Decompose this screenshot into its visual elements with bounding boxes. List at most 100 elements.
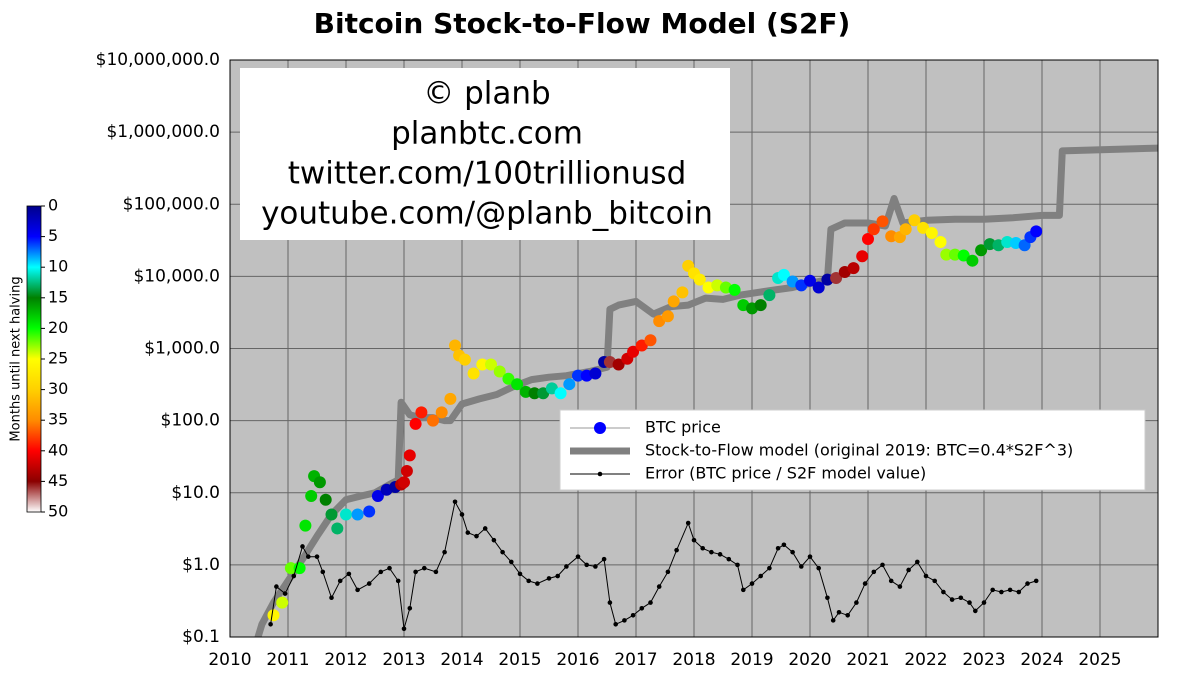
btc-price-dot bbox=[754, 299, 767, 312]
btc-price-dot bbox=[299, 519, 312, 532]
error-dot bbox=[337, 578, 343, 584]
colorbar-tick-label: 30 bbox=[48, 379, 68, 398]
chart-title: Bitcoin Stock-to-Flow Model (S2F) bbox=[314, 7, 851, 40]
error-dot bbox=[880, 562, 885, 568]
btc-price-dot bbox=[804, 274, 816, 287]
error-dot bbox=[509, 559, 514, 565]
error-dot bbox=[845, 612, 850, 618]
error-dot bbox=[306, 554, 311, 559]
error-dot bbox=[442, 549, 447, 555]
error-dot bbox=[346, 571, 352, 577]
btc-price-dot bbox=[934, 235, 947, 248]
tick-labels: $0.1 $1.0 $10.0 $100.0 $1,000.0 $10,000.0 $100… bbox=[96, 50, 1122, 670]
error-dot bbox=[387, 565, 392, 571]
error-dot bbox=[407, 605, 413, 611]
colorbar-tick-label: 40 bbox=[48, 440, 68, 459]
error-dot bbox=[465, 530, 471, 535]
btc-price-dot bbox=[371, 490, 384, 503]
btc-price-dot bbox=[957, 249, 970, 262]
colorbar-tick-label: 5 bbox=[48, 226, 58, 245]
error-dot bbox=[564, 564, 569, 569]
error-dot bbox=[726, 556, 732, 562]
error-dot bbox=[949, 597, 955, 602]
x-tick-label: 2015 bbox=[498, 650, 541, 670]
error-dot bbox=[897, 584, 903, 589]
btc-price-dot bbox=[363, 505, 376, 518]
btc-price-dot bbox=[467, 367, 480, 380]
error-dot bbox=[482, 526, 488, 531]
colorbar-tick-label: 10 bbox=[48, 257, 68, 276]
error-dot bbox=[790, 549, 795, 555]
error-dot bbox=[329, 595, 334, 601]
annotation-line: © planb bbox=[423, 76, 550, 112]
btc-price-dot bbox=[572, 369, 584, 382]
error-dot bbox=[401, 626, 407, 632]
error-dot bbox=[1025, 581, 1030, 586]
btc-price-dot bbox=[856, 250, 869, 263]
annotation-box bbox=[240, 68, 730, 240]
btc-price-dot bbox=[476, 358, 489, 371]
btc-price-dot bbox=[331, 522, 344, 535]
plot-frame bbox=[229, 59, 1159, 638]
error-dot bbox=[958, 595, 964, 601]
btc-price-dot bbox=[667, 295, 680, 308]
y-tick-label: $1,000,000.0 bbox=[106, 122, 220, 142]
error-dot bbox=[613, 621, 618, 627]
error-dot bbox=[546, 576, 552, 581]
legend-label: Stock-to-Flow model (original 2019: BTC=… bbox=[645, 441, 1073, 460]
error-dot bbox=[836, 610, 842, 615]
colorbar-gradient bbox=[26, 205, 42, 513]
y-tick-label: $100,000.0 bbox=[123, 194, 220, 214]
btc-price-dot bbox=[511, 378, 524, 391]
btc-price-dot bbox=[644, 334, 657, 347]
x-tick-label: 2025 bbox=[1078, 650, 1121, 670]
error-dot bbox=[630, 612, 636, 618]
btc-price-dot bbox=[940, 248, 953, 261]
annotation-line: youtube.com/@planb_bitcoin bbox=[261, 196, 713, 232]
error-dot bbox=[923, 573, 929, 579]
legend-sample bbox=[597, 471, 603, 477]
error-dot bbox=[639, 605, 645, 611]
btc-price-dot bbox=[485, 358, 497, 371]
btc-price-dot bbox=[777, 268, 790, 281]
x-tick-label: 2012 bbox=[324, 650, 367, 670]
btc-price-dot bbox=[830, 271, 843, 284]
btc-price-dot bbox=[885, 230, 898, 243]
x-tick-label: 2014 bbox=[440, 650, 483, 670]
error-dot bbox=[816, 565, 821, 571]
error-dot bbox=[990, 587, 995, 593]
error-dot bbox=[691, 537, 697, 543]
btc-price-dot bbox=[284, 562, 297, 575]
colorbar-tick-label: 25 bbox=[48, 349, 68, 368]
btc-price-dot bbox=[313, 476, 326, 489]
btc-price-dot bbox=[305, 490, 318, 503]
error-dot bbox=[526, 578, 531, 584]
error-dot bbox=[422, 565, 427, 571]
btc-price-dot bbox=[449, 339, 462, 352]
error-dot bbox=[355, 587, 360, 593]
btc-price-dot bbox=[403, 449, 416, 462]
error-dot bbox=[622, 618, 627, 623]
error-dot bbox=[268, 621, 273, 627]
btc-price-dot bbox=[917, 221, 930, 234]
error-dot bbox=[452, 499, 458, 505]
legend-label: Error (BTC price / S2F model value) bbox=[645, 464, 926, 483]
btc-price-dot bbox=[563, 378, 576, 391]
error-dot bbox=[500, 549, 505, 555]
btc-price-dot bbox=[627, 345, 640, 358]
y-tick-label: $0.1 bbox=[182, 627, 220, 647]
btc-price-dot bbox=[867, 223, 880, 236]
error-dot bbox=[999, 589, 1004, 595]
error-dot bbox=[601, 556, 607, 562]
error-dot bbox=[320, 569, 326, 575]
error-dot bbox=[1033, 578, 1039, 584]
legend-box bbox=[559, 409, 1146, 491]
btc-price-dot bbox=[325, 508, 338, 521]
error-dot bbox=[758, 573, 763, 579]
x-tick-label: 2010 bbox=[208, 650, 251, 670]
error-dot bbox=[981, 600, 987, 605]
error-dot bbox=[741, 587, 746, 593]
error-dot bbox=[474, 533, 479, 539]
x-tick-label: 2017 bbox=[614, 650, 657, 670]
